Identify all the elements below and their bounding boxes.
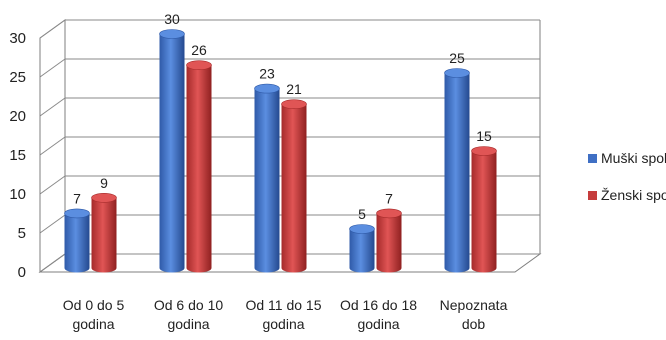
legend-entry: Muški spol [588,150,666,166]
gridline-side [39,136,66,156]
data-labels: 7 9 30 26 23 21 5 7 25 15 [73,11,492,222]
bar-body [91,197,117,273]
bar [64,208,90,273]
bar-cap [444,68,470,78]
gridline-side [39,253,66,273]
bar [159,29,185,273]
bar-body [376,213,402,273]
bar-cap [159,29,185,39]
legend: Muški spol Ženski spol [588,150,666,203]
gridline-side [39,58,66,78]
bar-body [471,151,497,273]
bar-cap [281,99,307,109]
legend-label: Ženski spol [601,187,666,203]
bar-body [281,104,307,273]
y-tick-label: 25 [9,69,26,86]
bar-cap [376,208,402,219]
y-tick-label: 5 [18,225,26,242]
data-label: 7 [385,190,393,206]
gridline-side [39,214,66,234]
bar [349,224,375,273]
gridline-side [39,97,66,117]
data-label: 25 [449,50,465,66]
bar [281,99,307,273]
legend-swatch [588,191,597,200]
data-label: 30 [164,11,180,27]
bar-cap [254,83,280,94]
data-label: 23 [259,66,275,82]
bar-body [349,229,375,273]
bar-body [186,65,212,273]
bar-body [254,88,280,273]
data-label: 26 [191,42,207,58]
bar [471,146,497,273]
x-tick-label: Od 0 do 5 godina [63,297,125,332]
legend-entry: Ženski spol [588,187,666,203]
y-axis: 0 5 10 15 20 25 30 [9,30,41,281]
data-label: 7 [73,190,81,206]
bar-body [444,73,470,273]
bar-cap [349,224,375,234]
y-tick-label: 15 [9,147,26,164]
bar-cap [64,208,90,219]
x-tick-label: Od 16 do 18 godina [340,297,417,332]
data-label: 9 [100,175,108,191]
data-label: 5 [358,206,366,222]
bar-cap [91,193,117,203]
bar [254,83,280,273]
bar [186,60,212,273]
x-tick-label: Nepoznata dob [440,297,508,332]
data-label: 21 [286,81,302,97]
bar [376,208,402,273]
bars [64,29,497,273]
legend-label: Muški spol [601,150,666,166]
bar [444,68,470,273]
bar-body [159,34,185,273]
bar-cap [471,146,497,156]
bar-cap [186,60,212,70]
bar [91,193,117,273]
bar-body [64,213,90,273]
gridline-side [39,19,66,39]
y-tick-label: 0 [18,264,26,281]
legend-swatch [588,154,597,163]
data-label: 15 [476,128,492,144]
x-tick-label: Od 6 do 10 godina [154,297,223,332]
y-tick-label: 10 [9,186,26,203]
x-tick-label: Od 11 do 15 godina [245,297,321,332]
x-axis: Od 0 do 5 godina Od 6 do 10 godina Od 11 do … [63,297,508,332]
y-tick-label: 30 [9,30,26,47]
y-tick-label: 20 [9,108,26,125]
gridline-side [39,175,66,195]
